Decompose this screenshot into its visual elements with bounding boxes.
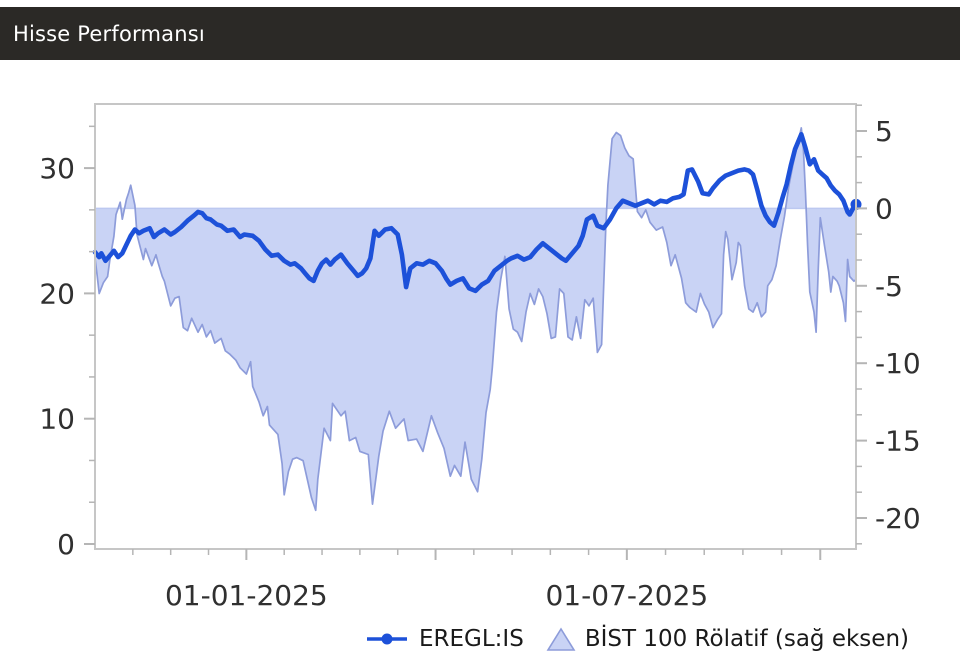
triangle-marker-icon <box>546 626 576 651</box>
x-tick-label: 01-01-2025 <box>165 579 328 612</box>
chart-legend: EREGL:IS BİST 100 Rölatif (sağ eksen) <box>364 626 909 652</box>
right-tick-label: -5 <box>875 270 903 303</box>
right-tick-label: -15 <box>875 425 921 458</box>
legend-item-bist: BİST 100 Rölatif (sağ eksen) <box>546 626 909 652</box>
right-tick-label: -10 <box>875 347 921 380</box>
left-tick-label: 0 <box>57 528 75 561</box>
relative-line <box>94 127 857 512</box>
legend-label-eregl: EREGL:IS <box>419 626 524 652</box>
legend-label-bist: BİST 100 Rölatif (sağ eksen) <box>584 626 909 652</box>
right-tick-label: 5 <box>875 115 893 148</box>
right-tick-label: -20 <box>875 502 921 535</box>
right-tick-label: 0 <box>875 192 893 225</box>
left-tick-label: 20 <box>39 277 75 310</box>
stock-performance-chart: 0 10 20 30 5 0 -5 -10 -15 -20 01-01-2025 01-07-2025 <box>39 103 921 612</box>
x-tick-label: 01-07-2025 <box>545 579 708 612</box>
left-tick-label: 10 <box>39 403 75 436</box>
left-tick-label: 30 <box>39 152 75 185</box>
plot-border <box>94 103 857 550</box>
price-line <box>92 132 859 294</box>
line-dot-marker-icon <box>367 633 407 645</box>
window-title-bar: Hisse Performansı <box>0 7 960 60</box>
relative-area <box>95 127 856 511</box>
legend-item-eregl: EREGL:IS <box>364 626 524 652</box>
page-title: Hisse Performansı <box>13 21 205 46</box>
